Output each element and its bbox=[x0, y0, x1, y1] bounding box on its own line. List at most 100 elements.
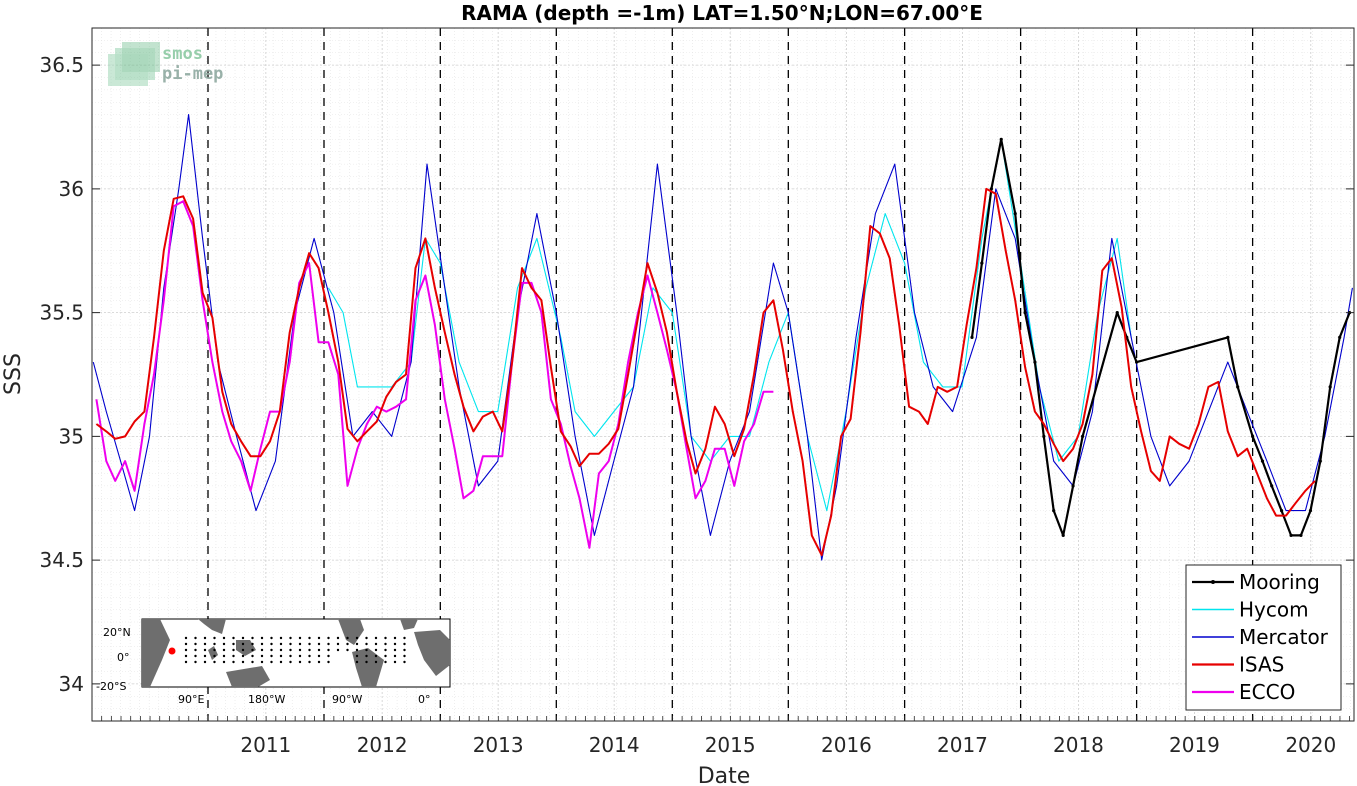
mooring-point bbox=[980, 261, 984, 265]
inset-buoy-dot bbox=[289, 648, 292, 652]
inset-buoy-dot bbox=[327, 636, 330, 640]
inset-buoy-dot bbox=[241, 654, 245, 658]
legend-item-mercator: Mercator bbox=[1192, 625, 1329, 649]
inset-buoy-dot bbox=[213, 636, 216, 640]
inset-buoy-dot bbox=[251, 642, 254, 646]
y-tick-label: 35.5 bbox=[39, 301, 84, 325]
inset-buoy-dot bbox=[403, 654, 406, 658]
inset-buoy-dot bbox=[384, 660, 387, 664]
series-line-isas bbox=[95, 187, 1316, 557]
inset-buoy-dots bbox=[184, 636, 406, 664]
inset-buoy-dot bbox=[308, 636, 311, 640]
legend-label-isas: ISAS bbox=[1239, 653, 1284, 677]
inset-buoy-dot bbox=[298, 654, 302, 658]
inset-buoy-dot bbox=[251, 648, 254, 652]
plot-area bbox=[91, 27, 1355, 722]
inset-buoy-dot bbox=[327, 642, 330, 646]
y-tick-label: 36 bbox=[59, 177, 84, 201]
y-tick-label: 35 bbox=[59, 424, 84, 448]
inset-buoy-dot bbox=[213, 654, 216, 658]
inset-buoy-dot bbox=[251, 654, 254, 658]
inset-buoy-dot bbox=[251, 660, 254, 664]
watermark-logo: smos pi-mep bbox=[108, 42, 223, 86]
mooring-point bbox=[1052, 509, 1056, 513]
mooring-point bbox=[1270, 484, 1274, 488]
inset-buoy-dot bbox=[260, 636, 264, 640]
inset-buoy-dot bbox=[374, 660, 378, 664]
mooring-point bbox=[1135, 360, 1139, 364]
inset-lon-label-90w: 90°W bbox=[332, 693, 362, 706]
inset-buoy-dot bbox=[346, 642, 349, 646]
y-tick-labels: 34 34.5 35 35.5 36 36.5 bbox=[39, 53, 84, 696]
inset-buoy-dot bbox=[260, 654, 264, 658]
watermark-line1: smos bbox=[162, 44, 203, 64]
inset-buoy-dot bbox=[222, 654, 226, 658]
inset-buoy-dot bbox=[279, 636, 283, 640]
inset-buoy-dot bbox=[203, 648, 207, 652]
inset-buoy-dot bbox=[241, 642, 245, 646]
inset-buoy-dot bbox=[355, 642, 359, 646]
inset-buoy-dot bbox=[355, 636, 359, 640]
inset-buoy-dot bbox=[346, 648, 349, 652]
inset-lon-label-90e: 90°E bbox=[178, 693, 204, 706]
inset-buoy-dot bbox=[365, 660, 368, 664]
inset-buoy-dot bbox=[270, 642, 273, 646]
x-tick-label: 2018 bbox=[1053, 733, 1104, 757]
series-line-mooring bbox=[970, 138, 1351, 537]
inset-buoy-dot bbox=[279, 654, 283, 658]
inset-buoy-dot bbox=[384, 654, 387, 658]
inset-buoy-dot bbox=[317, 642, 321, 646]
axis-ticks bbox=[91, 64, 1354, 721]
inset-buoy-dot bbox=[203, 636, 207, 640]
mooring-point bbox=[1226, 335, 1230, 339]
mooring-point bbox=[1260, 459, 1265, 463]
inset-buoy-dot bbox=[232, 636, 235, 640]
mooring-point bbox=[1279, 509, 1284, 513]
inset-buoy-dot bbox=[270, 648, 273, 652]
inset-buoy-dot bbox=[403, 660, 406, 664]
inset-buoy-dot bbox=[374, 642, 378, 646]
legend-item-mooring: Mooring bbox=[1192, 570, 1320, 594]
legend-marker-mooring bbox=[1211, 580, 1215, 584]
inset-buoy-dot bbox=[289, 642, 292, 646]
inset-buoy-dot bbox=[270, 636, 273, 640]
inset-buoy-dot bbox=[374, 636, 378, 640]
legend-items: Mooring Hycom Mercator ISAS ECCO bbox=[1192, 570, 1329, 704]
inset-buoy-dot bbox=[403, 648, 406, 652]
legend: Mooring Hycom Mercator ISAS ECCO bbox=[1185, 564, 1342, 711]
inset-buoy-dot bbox=[241, 660, 245, 664]
x-tick-label: 2014 bbox=[589, 733, 640, 757]
inset-buoy-dot bbox=[194, 642, 197, 646]
legend-label-mercator: Mercator bbox=[1239, 625, 1329, 649]
mooring-point bbox=[1289, 533, 1293, 537]
inset-buoy-dot bbox=[317, 648, 321, 652]
x-tick-label: 2013 bbox=[473, 733, 524, 757]
mooring-point bbox=[1299, 533, 1303, 537]
inset-lat-label-south: -20°S bbox=[96, 680, 126, 693]
series-layer bbox=[92, 114, 1353, 561]
inset-buoy-dot bbox=[298, 636, 302, 640]
legend-label-ecco: ECCO bbox=[1239, 680, 1295, 704]
inset-buoy-dot bbox=[213, 660, 216, 664]
inset-buoy-dot bbox=[232, 654, 235, 658]
mooring-point bbox=[1236, 385, 1240, 389]
inset-buoy-dot bbox=[241, 648, 245, 652]
mooring-point bbox=[1033, 360, 1037, 364]
inset-buoy-dot bbox=[184, 642, 188, 646]
y-axis-label: SSS bbox=[1, 353, 26, 395]
mooring-point bbox=[1013, 212, 1017, 216]
minor-grid bbox=[91, 27, 1354, 721]
x-tick-label: 2015 bbox=[705, 733, 756, 757]
inset-lat-label-north: 20°N bbox=[103, 626, 131, 639]
watermark-line2: pi-mep bbox=[162, 64, 223, 84]
chart-title: RAMA (depth =-1m) LAT=1.50°N;LON=67.00°E bbox=[461, 1, 983, 25]
inset-buoy-dot bbox=[194, 636, 197, 640]
y-tick-label: 36.5 bbox=[39, 53, 84, 77]
inset-buoy-dot bbox=[355, 648, 359, 652]
y-tick-label: 34.5 bbox=[39, 548, 84, 572]
legend-item-isas: ISAS bbox=[1192, 653, 1284, 677]
inset-buoy-dot bbox=[384, 642, 387, 646]
inset-buoy-dot bbox=[298, 660, 302, 664]
inset-buoy-dot bbox=[298, 648, 302, 652]
inset-lat-label-equator: 0° bbox=[117, 651, 130, 664]
